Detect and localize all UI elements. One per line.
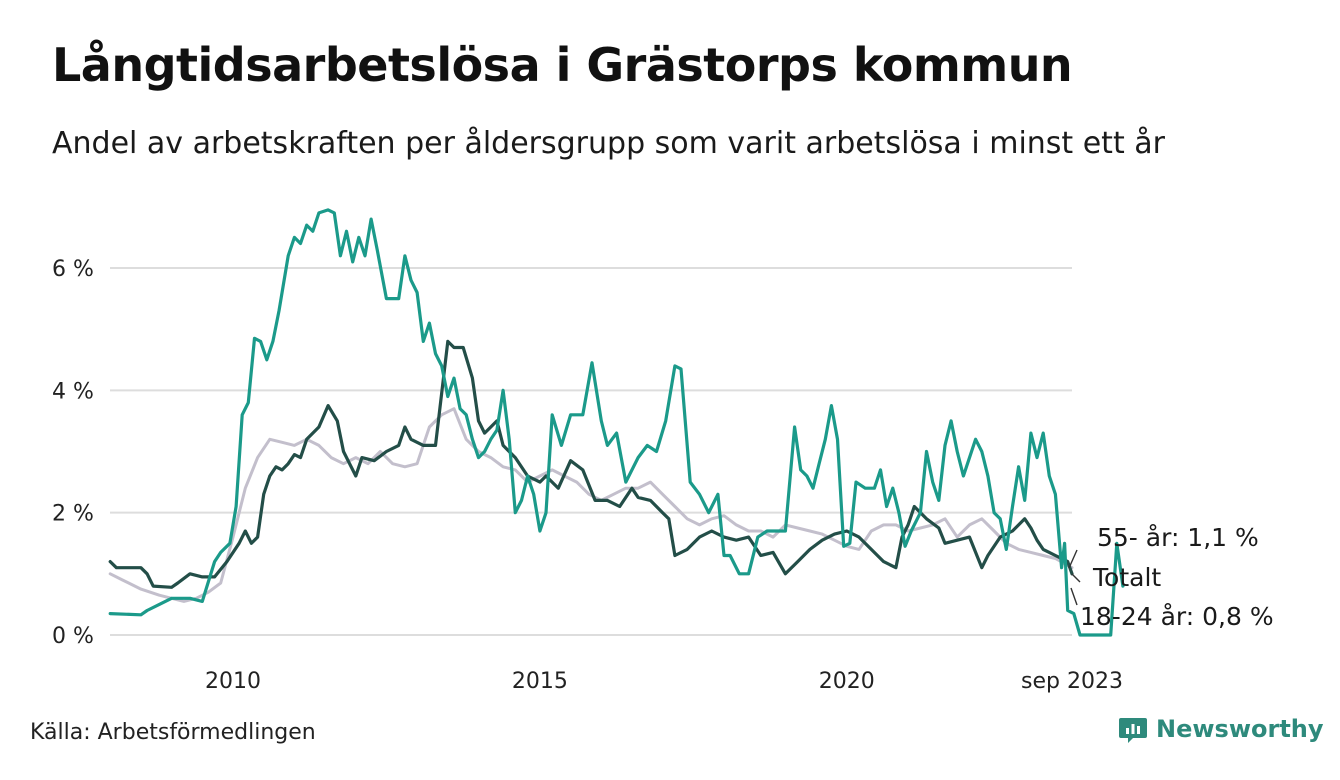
end-label: 18-24 år: 0,8 % xyxy=(1080,602,1274,631)
series-line-totalt xyxy=(108,339,1074,589)
brand-name: Newsworthy xyxy=(1156,715,1324,743)
end-label-leader xyxy=(1068,549,1078,569)
end-label-leader xyxy=(1071,573,1081,583)
source-note: Källa: Arbetsförmedlingen xyxy=(30,720,316,745)
x-tick-label: sep 2023 xyxy=(1021,669,1123,694)
y-tick-label: 0 % xyxy=(52,624,94,649)
chart-subtitle: Andel av arbetskraften per åldersgrupp s… xyxy=(52,126,1165,161)
end-label: 55- år: 1,1 % xyxy=(1097,523,1259,552)
x-tick-label: 2015 xyxy=(512,669,568,694)
end-label-leader xyxy=(1070,587,1078,606)
series-line-55-r xyxy=(108,407,1074,603)
y-tick-label: 2 % xyxy=(52,502,94,527)
chart-title: Långtidsarbetslösa i Grästorps kommun xyxy=(52,38,1073,92)
x-tick-label: 2010 xyxy=(205,669,261,694)
x-tick-label: 2020 xyxy=(819,669,875,694)
end-labels: 55- år: 1,1 % Totalt 18-24 år: 0,8 % xyxy=(1068,523,1274,631)
y-axis-ticks: 0 % 2 % 4 % 6 % xyxy=(52,257,94,649)
newsworthy-logo-icon xyxy=(1119,718,1147,743)
x-axis-ticks: 2010 2015 2020 sep 2023 xyxy=(205,669,1123,694)
end-label: Totalt xyxy=(1092,563,1161,592)
y-tick-label: 4 % xyxy=(52,379,94,404)
y-tick-label: 6 % xyxy=(52,257,94,282)
brand-logo[interactable]: Newsworthy xyxy=(1118,714,1324,744)
series-line-18-24-r xyxy=(108,208,1125,637)
series-lines xyxy=(108,208,1125,637)
